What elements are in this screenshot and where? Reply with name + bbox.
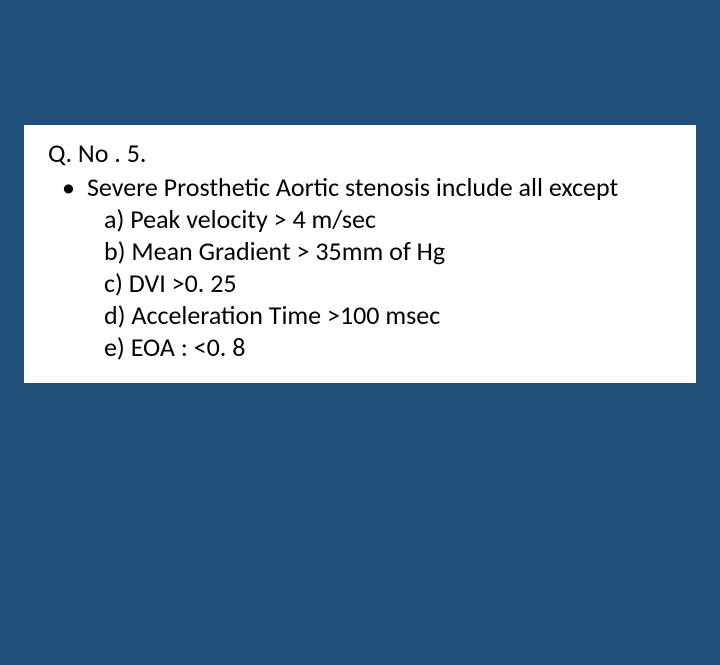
option-e: e) EOA : <0. 8 bbox=[104, 331, 672, 363]
question-number: Q. No . 5. bbox=[48, 137, 672, 169]
option-a: a) Peak velocity > 4 m/sec bbox=[104, 203, 672, 235]
option-b: b) Mean Gradient > 35mm of Hg bbox=[104, 235, 672, 267]
option-c: c) DVI >0. 25 bbox=[104, 267, 672, 299]
question-bullet-line: • Severe Prosthetic Aortic stenosis incl… bbox=[48, 171, 672, 203]
bullet-icon: • bbox=[62, 171, 75, 203]
question-text: Severe Prosthetic Aortic stenosis includ… bbox=[87, 171, 672, 203]
slide-content-box: Q. No . 5. • Severe Prosthetic Aortic st… bbox=[24, 125, 696, 383]
option-d: d) Acceleration Time >100 msec bbox=[104, 299, 672, 331]
